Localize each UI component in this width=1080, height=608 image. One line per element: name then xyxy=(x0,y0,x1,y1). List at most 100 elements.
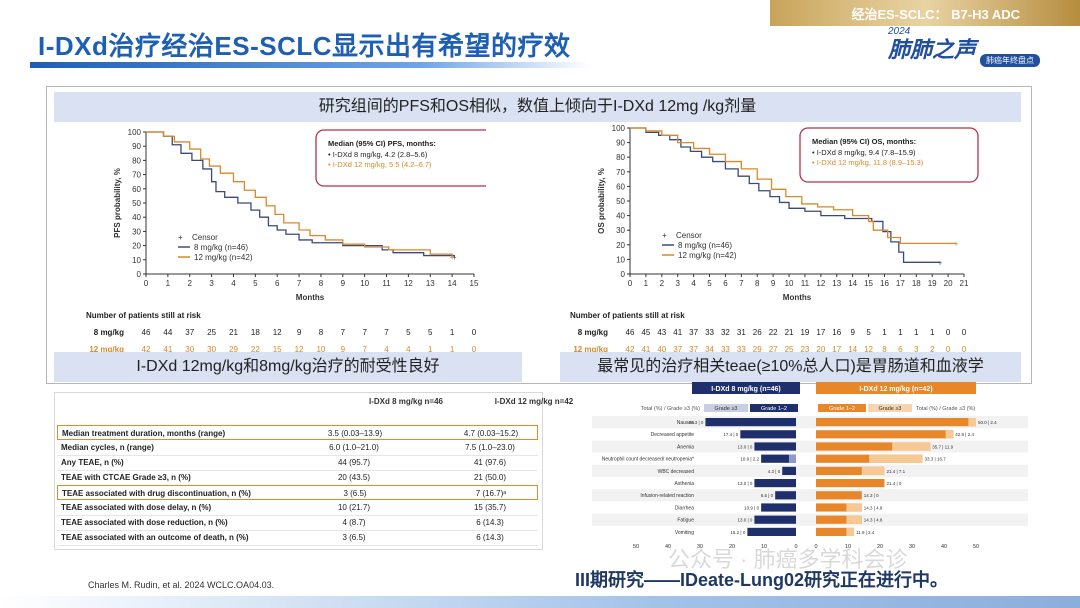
x-tick-label-12mg: 0 xyxy=(814,544,817,550)
logo-year: 2024 xyxy=(888,26,911,37)
x-tick-label: 11 xyxy=(801,279,810,288)
value-12mg: 4.7 (0.03–15.2) xyxy=(463,429,519,438)
bar-label-12mg: 50.0 | 2.4 xyxy=(978,420,997,425)
safety-table: I-DXd 8 mg/kg n=46 I-DXd 12 mg/kg n=42 M… xyxy=(54,392,573,550)
risk-table-title: Number of patients still at risk xyxy=(86,311,201,320)
risk-value: 9 xyxy=(297,328,302,337)
legend-entry: 12 mg/kg (n=42) xyxy=(194,253,253,262)
risk-value: 0 xyxy=(472,345,477,354)
value-12mg: 6 (14.3) xyxy=(476,518,504,527)
x-tick-label: 14 xyxy=(848,279,857,288)
legend-entry: 12 mg/kg (n=42) xyxy=(678,251,737,260)
x-tick-label: 1 xyxy=(166,279,171,288)
risk-table-title: Number of patients still at risk xyxy=(570,311,685,320)
legend-entry: 8 mg/kg (n=46) xyxy=(194,243,248,252)
category-label: Neutrophil count decreased/ neutropenia* xyxy=(602,457,694,463)
bar-label-12mg: 35.7 | 11.9 xyxy=(932,444,953,449)
value-8mg: 10 (21.7) xyxy=(337,503,371,512)
category-label: Fatigue xyxy=(677,518,694,524)
risk-value: 21 xyxy=(785,328,794,337)
risk-value: 33 xyxy=(705,328,714,337)
value-12mg: 41 (97.6) xyxy=(473,458,507,467)
value-12mg: 15 (35.7) xyxy=(473,503,507,512)
y-tick-label: 60 xyxy=(616,182,625,191)
risk-value: 1 xyxy=(914,328,919,337)
x-tick-label: 2 xyxy=(660,279,665,288)
value-8mg: 44 (95.7) xyxy=(337,458,371,467)
citation: Charles M. Rudin, et al. 2024 WCLC.OA04.… xyxy=(88,580,275,590)
bar-8mg xyxy=(761,454,796,463)
x-tick-label: 7 xyxy=(739,279,744,288)
bar-8mg xyxy=(754,479,796,488)
y-tick-label: 100 xyxy=(612,124,626,133)
bar-8mg xyxy=(740,430,796,439)
col-header-12mg: I-DXd 12 mg/kg n=42 xyxy=(494,397,574,406)
y-tick-label: 90 xyxy=(132,142,141,151)
legend-text: Grade 1–2 xyxy=(761,406,787,412)
value-8mg: 3.5 (0.03–13.9) xyxy=(327,429,383,438)
x-tick-label-8mg: 20 xyxy=(729,544,735,550)
bottom-decoration xyxy=(0,596,1080,608)
row-label: TEAE associated with dose delay, n (%) xyxy=(61,503,212,512)
banner-survival: 研究组间的PFS和OS相似，数值上倾向于I-DXd 12mg /kg剂量 xyxy=(54,92,1021,122)
value-8mg: 3 (6.5) xyxy=(342,533,366,542)
legend-text: Grade ≥3 xyxy=(879,406,902,412)
risk-row-label: 12 mg/kg xyxy=(573,345,608,354)
risk-value: 8 xyxy=(882,345,887,354)
series-line-8mg xyxy=(146,131,455,257)
legend-text: Grade ≥3 xyxy=(715,406,738,412)
x-tick-label: 9 xyxy=(341,279,346,288)
legend-censor: Censor xyxy=(676,231,702,240)
row-band xyxy=(592,440,1028,453)
risk-value: 25 xyxy=(785,345,794,354)
x-tick-label: 0 xyxy=(144,279,149,288)
bar-label-8mg: 10.9 | 2.2 xyxy=(740,457,759,462)
bar-12mg xyxy=(816,515,862,524)
risk-value: 42 xyxy=(142,345,151,354)
risk-value: 18 xyxy=(251,328,260,337)
median-line: • I-DXd 12 mg/kg, 5.5 (4.2–6.7) xyxy=(328,160,432,169)
x-tick-label: 4 xyxy=(231,279,236,288)
risk-value: 29 xyxy=(753,345,762,354)
series-line-8mg xyxy=(630,127,941,263)
y-tick-label: 0 xyxy=(621,270,626,279)
logo: 2024 肺肺之声 肺癌年终盘点 xyxy=(880,26,1060,70)
risk-value: 22 xyxy=(251,345,260,354)
topic-band: 经治ES-SCLC： B7-H3 ADC xyxy=(770,0,1080,26)
x-tick-label-12mg: 50 xyxy=(973,544,979,550)
x-tick-label-12mg: 10 xyxy=(845,544,851,550)
x-tick-label: 11 xyxy=(382,279,391,288)
row-band xyxy=(592,464,1028,477)
y-tick-label: 10 xyxy=(132,256,141,265)
series-line-12mg xyxy=(146,131,453,257)
teae-bar-chart: I-DXd 8 mg/kg (n=46) I-DXd 12 mg/kg (n=42… xyxy=(592,382,1028,550)
category-label: Diarrhea xyxy=(675,505,694,511)
x-tick-label: 9 xyxy=(771,279,776,288)
banner-teae: 最常见的治疗相关teae(≥10%总人口)是胃肠道和血液学 xyxy=(560,352,1021,382)
risk-value: 12 xyxy=(273,328,282,337)
value-8mg: 6.0 (1.0–21.0) xyxy=(329,443,379,452)
bar-12mg-grade3 xyxy=(846,527,855,536)
bar-12mg xyxy=(816,527,855,536)
x-tick-label: 4 xyxy=(691,279,696,288)
value-8mg: 4 (8.7) xyxy=(342,518,366,527)
risk-value: 29 xyxy=(229,345,238,354)
row-label: Any TEAE, n (%) xyxy=(61,458,124,467)
x-tick-label: 12 xyxy=(816,279,825,288)
y-tick-label: 80 xyxy=(132,156,141,165)
bar-label-12mg: 21.4 | 0 xyxy=(886,481,901,486)
y-tick-label: 30 xyxy=(616,226,625,235)
x-tick-label: 7 xyxy=(297,279,302,288)
bar-label-8mg: 13.0 | 0 xyxy=(737,444,752,449)
panel-header-8mg xyxy=(692,382,800,394)
y-tick-label: 70 xyxy=(616,168,625,177)
risk-value: 0 xyxy=(472,328,477,337)
panel-header-12mg xyxy=(816,382,976,394)
bar-label-12mg: 14.3 | 4.8 xyxy=(864,518,883,523)
risk-value: 1 xyxy=(882,328,887,337)
legend-text: Grade 1–2 xyxy=(829,406,855,412)
risk-value: 41 xyxy=(673,328,682,337)
risk-value: 5 xyxy=(428,328,433,337)
risk-value: 32 xyxy=(721,328,730,337)
bar-8mg xyxy=(754,442,796,451)
